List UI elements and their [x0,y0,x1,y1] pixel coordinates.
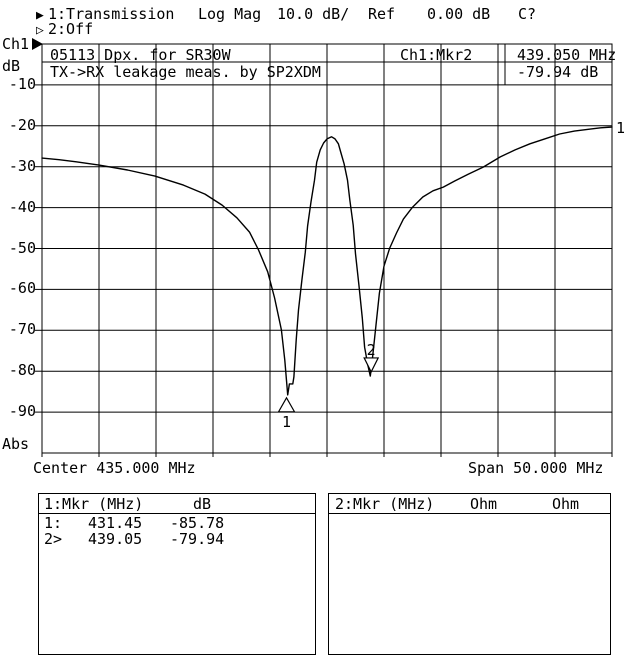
y-axis-label: -90 [8,402,36,421]
y-axis-label: -20 [8,115,36,134]
marker2-row-freq: 439.05 [88,530,143,548]
table2-header-unit2: Ohm [552,495,580,513]
table2-header-divider [328,513,611,514]
trace1-active-icon: ▶ [36,8,44,23]
y-mode-label: Abs [2,435,30,453]
marker2-row-value: -79.94 [170,530,225,548]
marker-readout-value: -79.94 dB [517,63,599,81]
ref-label: Ref [368,5,396,23]
trace1-label: 1:Transmission [48,5,175,23]
y-axis-label: -60 [8,279,36,298]
marker-2-number: 2 [367,341,376,359]
title-line1: 05113 Dpx. for SR30W [50,46,231,64]
table1-header-divider [38,513,316,514]
marker-1-number: 1 [282,413,291,431]
y-unit-label: dB [2,57,21,75]
center-frequency: Center 435.000 MHz [33,459,196,477]
trace2-label: 2:Off [48,20,94,38]
cal-status: C? [518,5,537,23]
y-axis-label: -80 [8,361,36,380]
marker-2-symbol-icon [363,357,380,374]
y-axis-label: -10 [8,74,36,93]
marker-table-section1 [38,493,316,655]
trace2-inactive-icon: ▷ [36,23,44,38]
span-frequency: Span 50.000 MHz [468,459,604,477]
format-label: Log Mag [198,5,262,23]
table2-header-unit1: Ohm [470,495,498,513]
marker-1-symbol-icon [277,396,296,413]
scale-per-div: 10.0 dB/ [277,5,350,23]
y-axis-label: -50 [8,238,36,257]
y-axis-label: -70 [8,320,36,339]
marker1-row-id: 1: [44,514,63,532]
y-axis-label: -40 [8,197,36,216]
marker1-row-freq: 431.45 [88,514,143,532]
table2-header-label: 2:Mkr (MHz) [335,495,435,513]
marker-readout-channel: Ch1:Mkr2 [400,46,473,64]
marker-readout-freq: 439.050 MHz [517,46,617,64]
title-line2: TX->RX leakage meas. by SP2XDM [50,63,321,81]
channel-label: Ch1 [2,35,30,53]
y-axis-label: -30 [8,156,36,175]
ref-level-pointer-icon [32,38,43,50]
marker-table-section2 [328,493,611,655]
table1-header-label: 1:Mkr (MHz) [44,495,144,513]
trace-end-label: 1 [616,119,625,137]
marker2-row-id: 2> [44,530,63,548]
ref-value: 0.00 dB [427,5,491,23]
trace-line [41,126,613,396]
marker1-row-value: -85.78 [170,514,225,532]
table1-header-unit: dB [193,495,212,513]
